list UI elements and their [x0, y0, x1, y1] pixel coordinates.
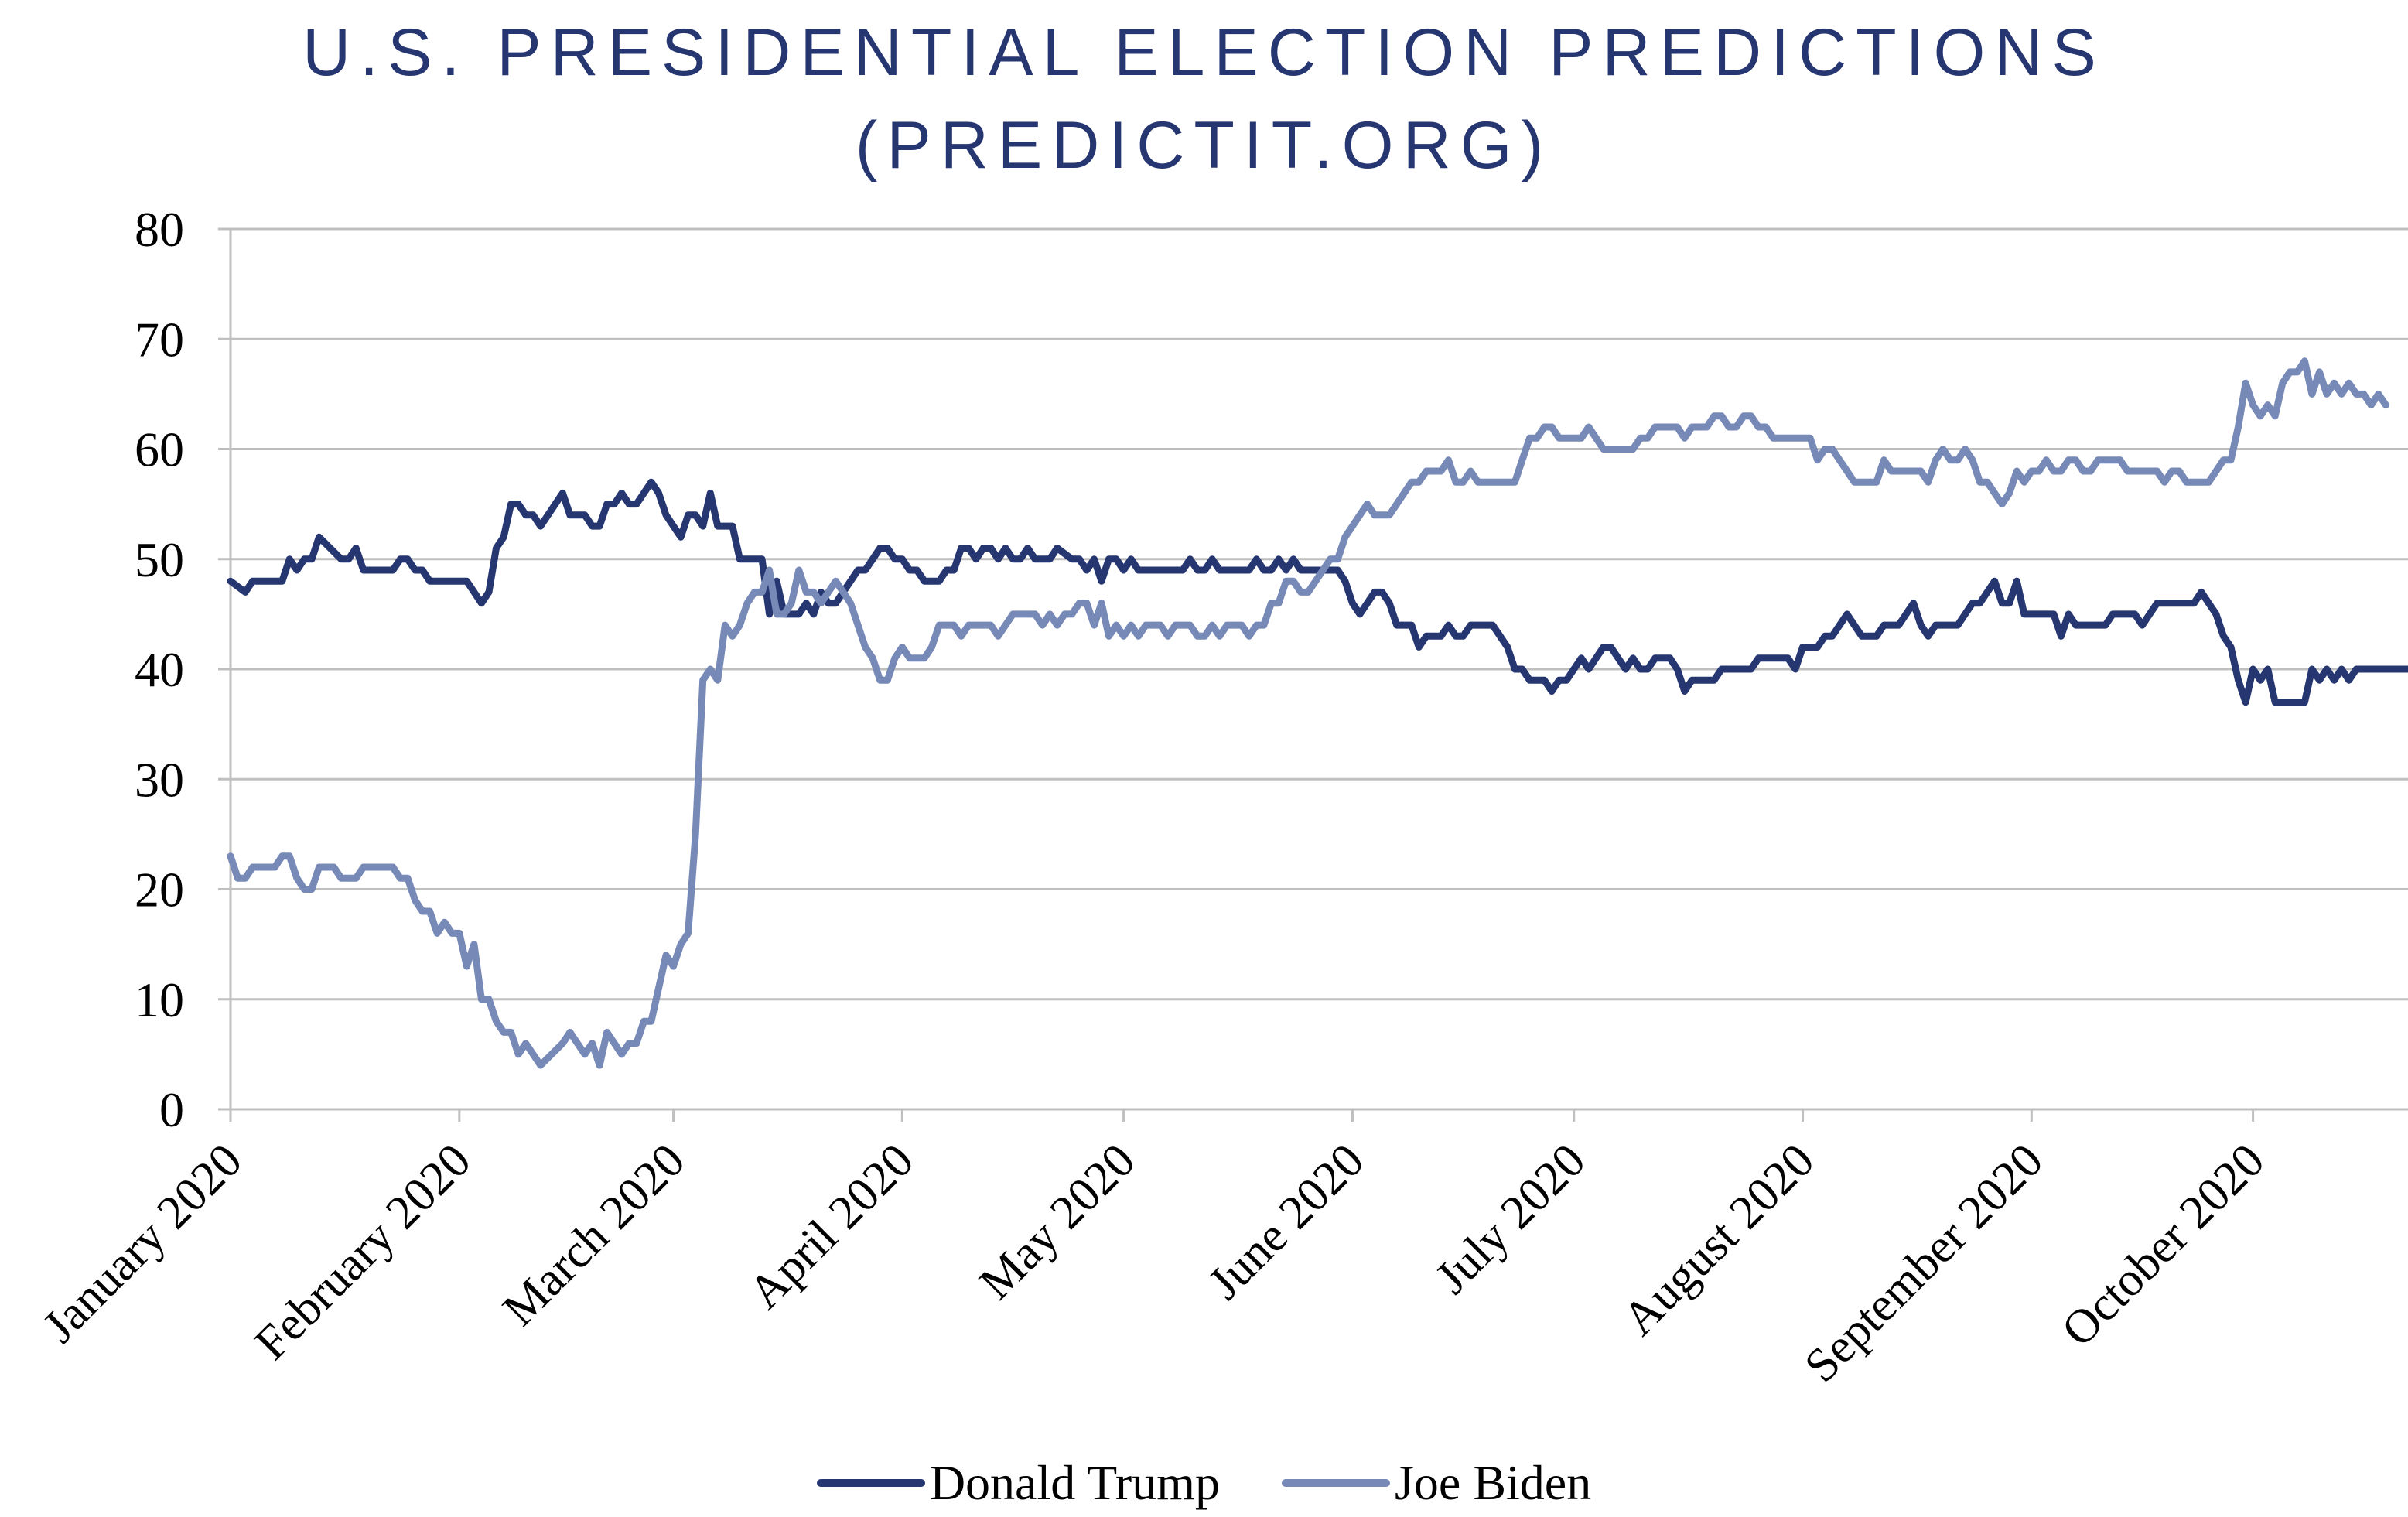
legend-label-biden: Joe Biden	[1395, 1455, 1592, 1510]
series-lines	[227, 357, 2408, 1069]
y-tick-label: 70	[135, 312, 184, 367]
chart-title: U.S. PRESIDENTIAL ELECTION PREDICTIONS (…	[0, 6, 2408, 192]
legend-swatch-biden	[1282, 1479, 1390, 1487]
y-tick-label: 80	[135, 202, 184, 257]
x-tick-label: September 2020	[1795, 1134, 2053, 1392]
y-tick-label: 60	[135, 422, 184, 477]
legend-label-trump: Donald Trump	[929, 1455, 1220, 1510]
y-axis-ticks: 0 10 20 30 40 50 60 70 80	[135, 202, 184, 1137]
y-tick-label: 0	[159, 1082, 184, 1137]
legend: Donald Trump Joe Biden	[0, 1454, 2408, 1512]
x-tick-label: July 2020	[1426, 1134, 1596, 1304]
y-tick-label: 40	[135, 642, 184, 697]
legend-item-biden: Joe Biden	[1282, 1454, 1591, 1512]
series-line-joe-biden	[227, 357, 2389, 1069]
gridlines	[218, 227, 2408, 1111]
x-tick-label: May 2020	[969, 1134, 1145, 1310]
x-tick-label: August 2020	[1613, 1134, 1824, 1345]
legend-item-trump: Donald Trump	[816, 1454, 1220, 1512]
chart-subtitle: (PREDICTIT.ORG)	[855, 108, 1553, 183]
legend-swatch-trump	[816, 1479, 925, 1487]
x-tick-label: June 2020	[1198, 1134, 1374, 1310]
y-tick-label: 10	[135, 972, 184, 1027]
y-tick-label: 50	[135, 532, 184, 587]
x-tick-label: October 2020	[2052, 1134, 2275, 1357]
x-tick-label: March 2020	[493, 1134, 695, 1336]
axes	[229, 229, 2255, 1122]
x-tick-label: February 2020	[245, 1134, 481, 1370]
y-tick-label: 30	[135, 752, 184, 807]
x-tick-label: January 2020	[33, 1134, 252, 1353]
y-tick-label: 20	[135, 863, 184, 917]
chart-title-line1: U.S. PRESIDENTIAL ELECTION PREDICTIONS	[302, 15, 2106, 90]
x-tick-label: April 2020	[739, 1134, 924, 1319]
series-line-donald-trump	[227, 478, 2408, 706]
